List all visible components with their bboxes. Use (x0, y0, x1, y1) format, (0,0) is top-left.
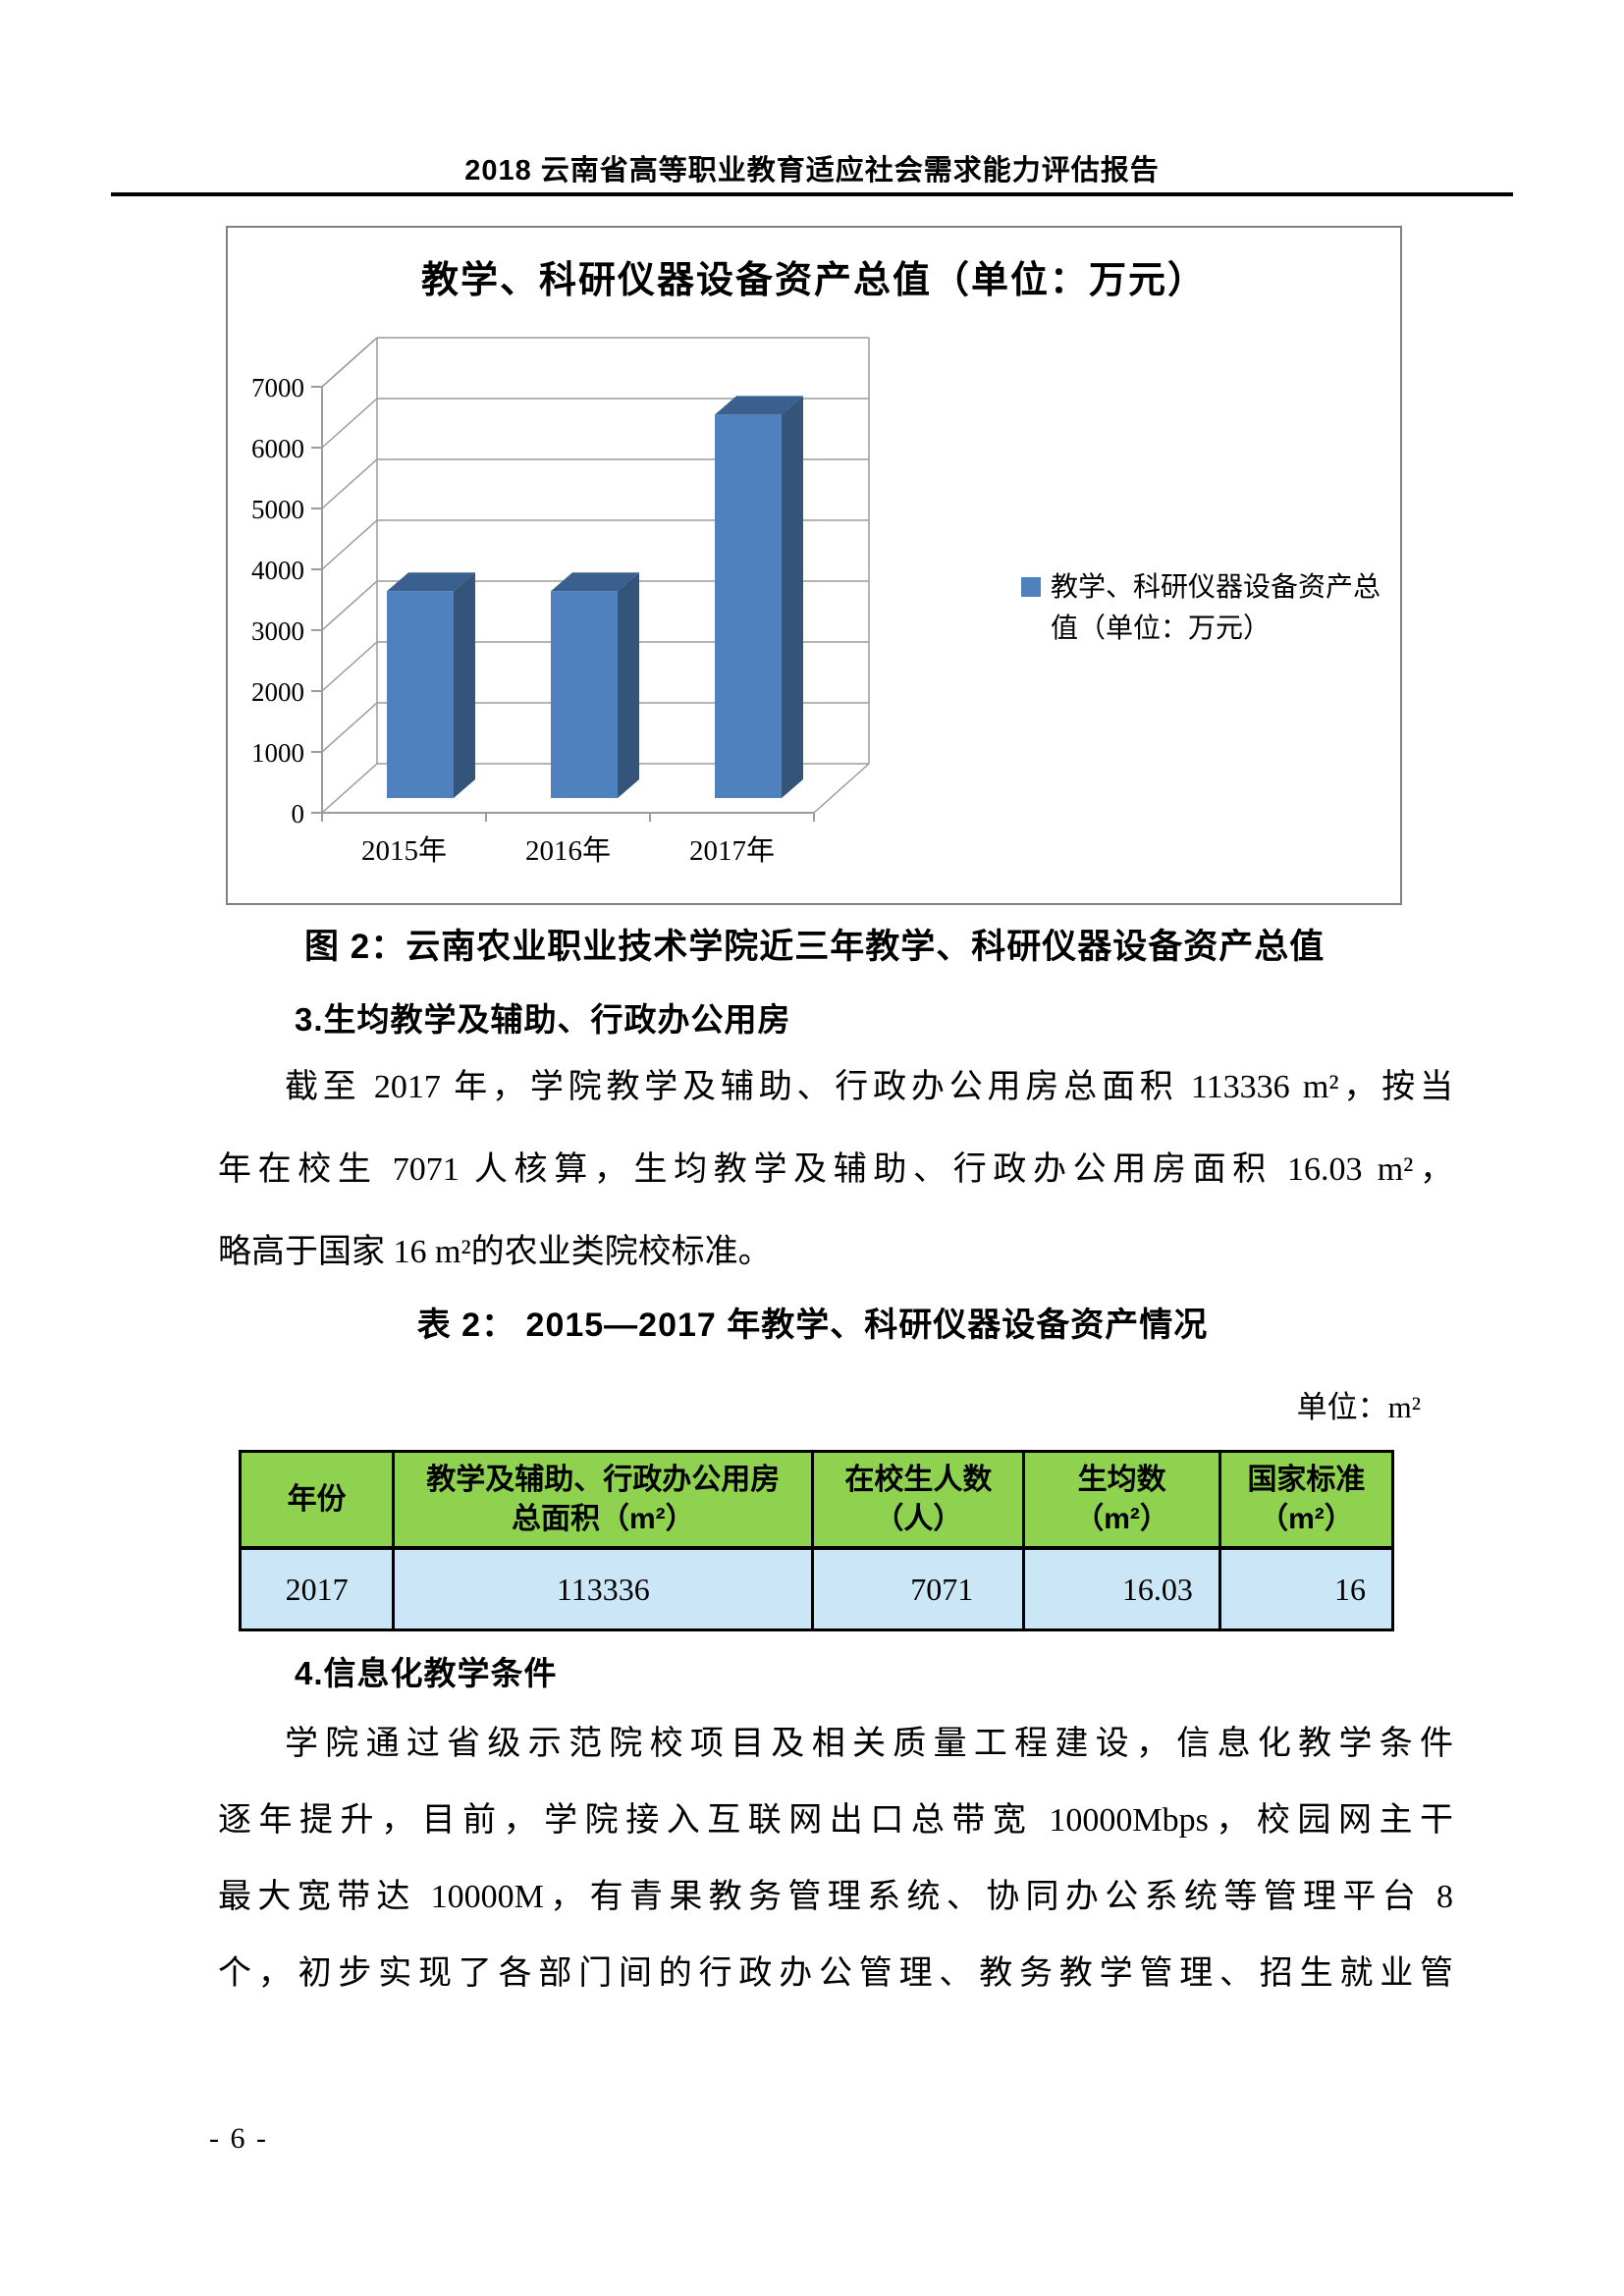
y-axis-label: 1000 (251, 738, 304, 768)
page-number: - 6 - (209, 2122, 268, 2155)
section3-heading: 3.生均教学及辅助、行政办公用房 (295, 1001, 791, 1038)
gridline-slant (321, 580, 378, 631)
paragraph-line: 个，初步实现了各部门间的行政办公管理、教务教学管理、招生就业管 (218, 1955, 1453, 1992)
gridline-slant (321, 641, 378, 692)
section3-paragraph: 截至 2017 年，学院教学及辅助、行政办公用房总面积 113336 m²，按当… (218, 1046, 1453, 1294)
header-cell-students: 在校生人数 （人） (811, 1450, 1026, 1550)
bar-side-face (782, 396, 803, 798)
chart-plot-area: 0 1000 2000 3000 4000 5000 6000 7000 2015年 2016年 2… (251, 337, 870, 867)
floor-right-slant (813, 763, 870, 814)
y-axis-label: 3000 (251, 616, 304, 646)
table2-title: 表 2： 2015—2017 年教学、科研仪器设备资产情况 (416, 1307, 1209, 1344)
gridline-slant (321, 519, 378, 570)
table2-unit-label: 单位：m² (1296, 1390, 1421, 1424)
header-cell-year: 年份 (238, 1450, 396, 1550)
bar-2016年 (551, 591, 618, 798)
gridline-slant (321, 398, 378, 449)
chart-legend: 教学、科研仪器设备资产总 值（单位：万元） (1021, 567, 1386, 650)
category-label: 2016年 (525, 834, 611, 867)
chart-title: 教学、科研仪器设备资产总值（单位：万元） (420, 260, 1207, 301)
section4-paragraph: 学院通过省级示范院校项目及相关质量工程建设，信息化教学条件 逐年提升，目前，学院… (218, 1706, 1453, 2012)
y-axis-label: 4000 (251, 556, 304, 585)
header-cell-total-area: 教学及辅助、行政办公用房 总面积（m²） (392, 1450, 815, 1550)
top-left-slant (321, 337, 378, 388)
bar-side-face (454, 572, 475, 798)
bar-top-face (387, 572, 475, 592)
category-label: 2015年 (361, 834, 447, 867)
table-header-row: 年份 教学及辅助、行政办公用房 总面积（m²） 在校生人数 （人） 生均数 （m… (238, 1450, 1395, 1550)
paragraph-line: 学院通过省级示范院校项目及相关质量工程建设，信息化教学条件 (285, 1726, 1453, 1762)
bar-top-face (715, 396, 803, 415)
cell-national-standard: 16 (1218, 1546, 1395, 1631)
bar-2015年 (387, 591, 454, 798)
legend-marker-icon (1021, 577, 1041, 597)
gridline-slant (321, 702, 378, 753)
bar-2017年 (715, 414, 782, 798)
paragraph-line: 逐年提升，目前，学院接入互联网出口总带宽 10000Mbps，校园网主干 (218, 1802, 1453, 1839)
paragraph-line: 最大宽带达 10000M，有青果教务管理系统、协同办公系统等管理平台 8 (218, 1879, 1453, 1915)
y-axis-label: 6000 (251, 434, 304, 463)
gridline-slant (321, 763, 378, 814)
bar-top-face (551, 572, 639, 592)
table-data-row: 2017 113336 7071 16.03 16 (238, 1546, 1395, 1631)
cell-per-student: 16.03 (1022, 1546, 1221, 1631)
assets-table: 年份 教学及辅助、行政办公用房 总面积（m²） 在校生人数 （人） 生均数 （m… (238, 1450, 1395, 1631)
y-axis-label: 7000 (251, 373, 304, 402)
paragraph-line: 截至 2017 年，学院教学及辅助、行政办公用房总面积 113336 m²，按当 (285, 1069, 1453, 1105)
category-label: 2017年 (689, 834, 775, 867)
report-header-title: 2018 云南省高等职业教育适应社会需求能力评估报告 (464, 155, 1160, 187)
section4-heading: 4.信息化教学条件 (295, 1655, 558, 1691)
paragraph-line: 年在校生 7071 人核算，生均教学及辅助、行政办公用房面积 16.03 m²， (218, 1151, 1453, 1188)
cell-year: 2017 (238, 1546, 396, 1631)
legend-label-line1: 教学、科研仪器设备资产总 (1051, 572, 1381, 603)
cell-students: 7071 (811, 1546, 1026, 1631)
cell-total-area: 113336 (392, 1546, 815, 1631)
header-cell-per-student: 生均数 （m²） (1022, 1450, 1221, 1550)
bar-side-face (618, 572, 639, 798)
header-rule (111, 192, 1513, 196)
paragraph-line: 略高于国家 16 m²的农业类院校标准。 (218, 1234, 772, 1270)
y-axis-label: 5000 (251, 495, 304, 524)
chart-figure: 教学、科研仪器设备资产总值（单位：万元） 0 1000 2000 3000 4000 50… (226, 226, 1402, 905)
legend-label-line2: 值（单位：万元） (1051, 614, 1272, 644)
header-cell-national-standard: 国家标准 （m²） (1218, 1450, 1395, 1550)
y-axis-label: 0 (292, 799, 305, 828)
y-axis-label: 2000 (251, 677, 304, 707)
legend-label: 教学、科研仪器设备资产总 值（单位：万元） (1051, 567, 1380, 650)
gridline-slant (321, 458, 378, 509)
figure-caption: 图 2：云南农业职业技术学院近三年教学、科研仪器设备资产总值 (304, 928, 1326, 966)
